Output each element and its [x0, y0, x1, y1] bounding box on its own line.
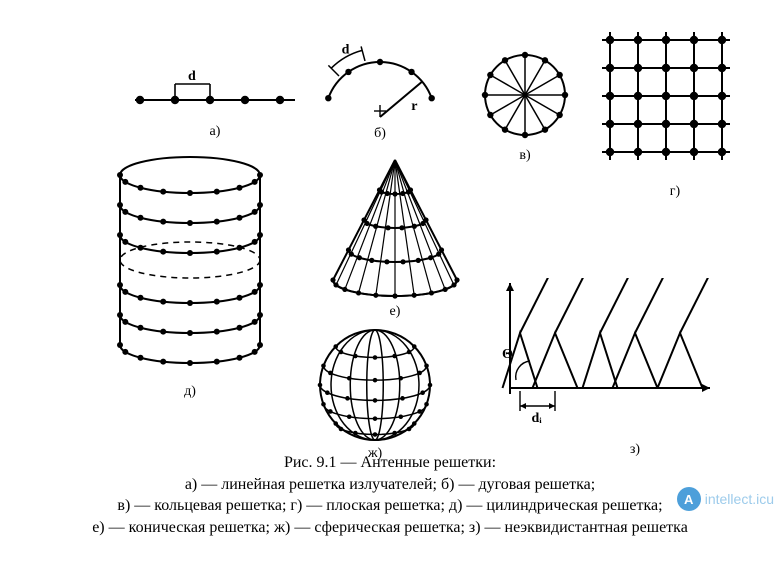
label-a: а)	[130, 124, 300, 140]
diagram-e-cone: е)	[320, 150, 470, 320]
caption-line-1: а) — линейная решетка излучателей; б) — …	[0, 474, 780, 496]
dim-r-b: r	[411, 99, 417, 114]
diagram-g-planar: г)	[600, 30, 750, 200]
label-d: д)	[95, 384, 285, 400]
figure-caption: Рис. 9.1 — Антенные решетки: а) — линейн…	[0, 452, 780, 538]
diagram-b-arc: d r б)	[300, 22, 460, 142]
diagram-a-linear: d а)	[130, 60, 300, 140]
caption-line-2: в) — кольцевая решетка; г) — плоская реш…	[0, 495, 780, 517]
label-e: е)	[320, 304, 470, 320]
caption-line-3: е) — коническая решетка; ж) — сферическа…	[0, 517, 780, 539]
dim-di: dᵢ	[532, 411, 543, 426]
diagram-z-nonequi: Θ dᵢ з)	[490, 278, 720, 458]
diagram-d-cylinder: д)	[95, 150, 285, 400]
dim-d-a: d	[188, 69, 196, 84]
diagram-zh-sphere: ж)	[310, 320, 440, 462]
label-b: б)	[300, 126, 460, 142]
dim-d-b: d	[342, 42, 350, 57]
diagram-v-ring: в)	[470, 40, 580, 164]
label-g: г)	[600, 184, 750, 200]
dim-theta: Θ	[502, 347, 513, 362]
label-v: в)	[470, 148, 580, 164]
figure-area: d а) d r б)	[0, 0, 780, 440]
caption-title: Рис. 9.1 — Антенные решетки:	[0, 452, 780, 474]
